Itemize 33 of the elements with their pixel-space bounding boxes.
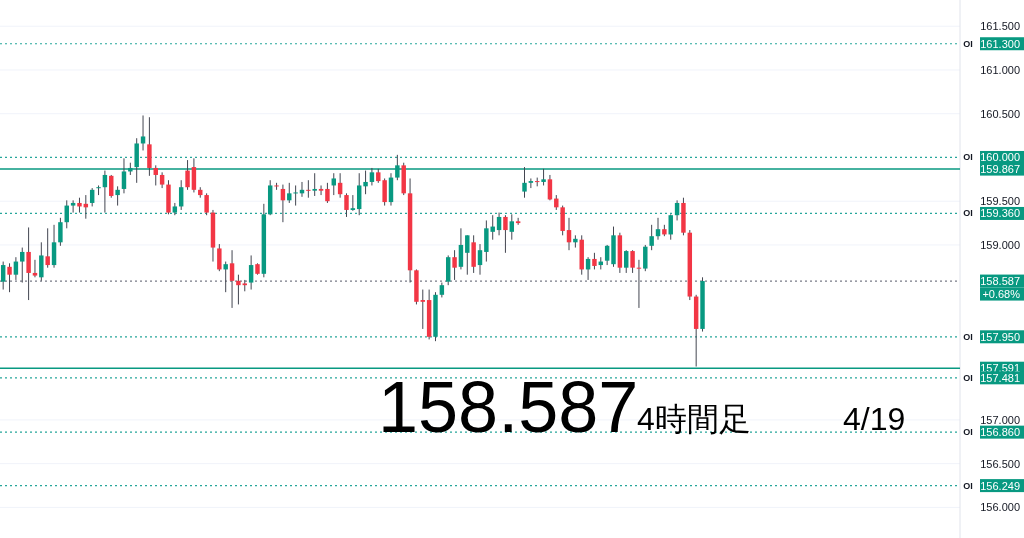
oi-label: OI	[963, 480, 973, 491]
oi-label: OI	[963, 152, 973, 163]
ref-line-label: 157.950	[980, 330, 1020, 343]
ref-line-label: 161.300	[980, 37, 1020, 50]
ref-line-label: 160.000	[980, 151, 1020, 164]
ref-line-label: 160.000	[980, 150, 1024, 164]
ref-line-label: 159.867	[980, 163, 1020, 176]
y-tick-label: 161.000	[980, 64, 1020, 76]
oi-label: OI	[963, 331, 973, 342]
oi-label: OI	[963, 427, 973, 438]
ref-line-label: 156.860	[980, 426, 1020, 439]
ref-line-label: 158.587	[980, 274, 1024, 288]
oi-label: OI	[963, 208, 973, 219]
ref-line-label: 157.950	[980, 330, 1024, 344]
y-tick-label: 157.000	[980, 413, 1020, 426]
big-label: 4時間足	[637, 401, 751, 437]
oi-label: OI	[963, 372, 973, 383]
y-tick-label: 159.000	[980, 238, 1020, 251]
y-tick-label: 156.500	[980, 457, 1020, 470]
ref-line-label: 157.481	[980, 371, 1024, 385]
ref-line-label: 156.249	[980, 479, 1024, 493]
big-label: 4/19	[843, 401, 906, 437]
ref-line-label: 159.360	[980, 207, 1020, 220]
ref-line-label: 158.587	[980, 275, 1020, 288]
y-tick-label: 159.500	[980, 195, 1020, 208]
ref-line-label: 159.360	[980, 206, 1024, 220]
ref-line-label: 161.300	[980, 37, 1024, 51]
y-tick-label: 161.500	[980, 20, 1020, 33]
y-tick-label: 160.500	[980, 107, 1020, 120]
y-tick-label: 156.000	[980, 501, 1020, 514]
ref-line-label: 156.249	[980, 479, 1020, 492]
ref-line-label: 156.860	[980, 425, 1024, 439]
oi-label: OI	[963, 38, 973, 49]
